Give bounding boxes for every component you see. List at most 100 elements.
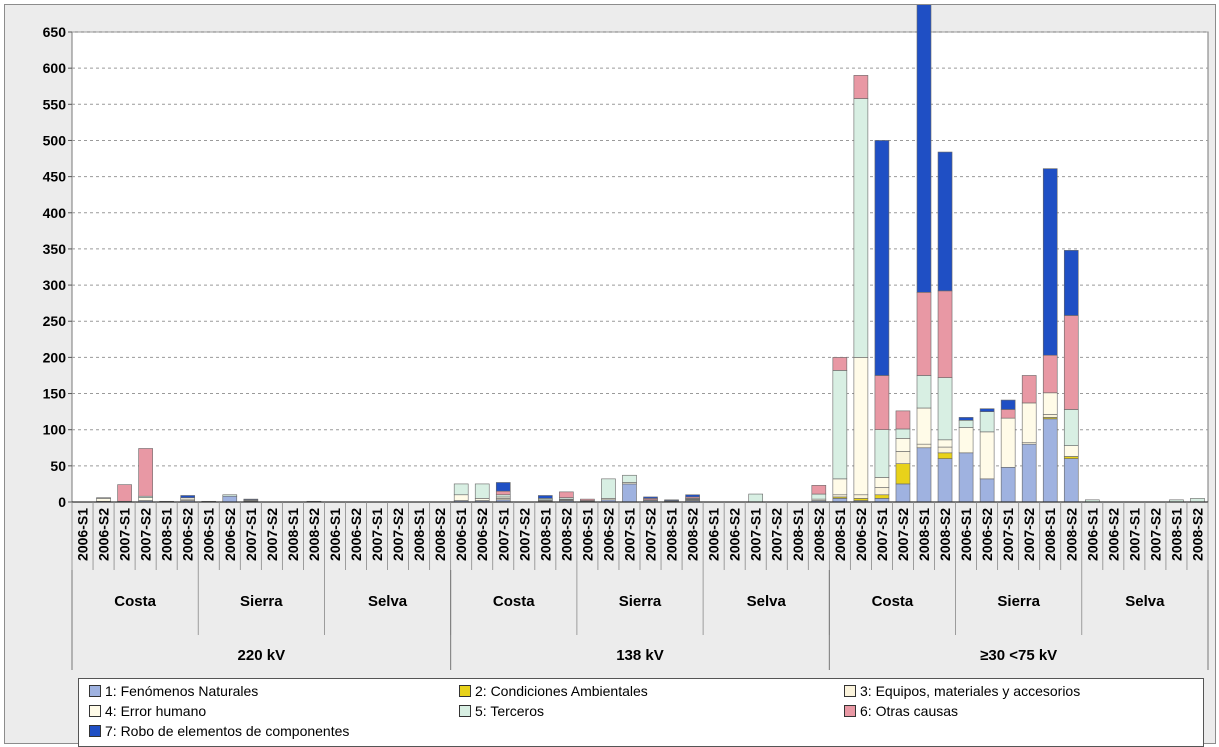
bar-segment (1042, 168, 1058, 356)
bar-segment (1063, 250, 1079, 316)
category-label: 2006-S1 (1084, 508, 1100, 561)
category-label: 2006-S1 (958, 508, 974, 561)
legend-swatch (459, 685, 471, 697)
bar-segment (1000, 409, 1016, 419)
category-label: 2006-S2 (979, 508, 995, 561)
category-label: 2008-S2 (811, 508, 827, 561)
bar-segment (96, 497, 111, 499)
bar-segment (853, 357, 869, 496)
bar-segment (979, 408, 995, 412)
bar-segment (853, 498, 869, 501)
bar-segment (1063, 456, 1079, 459)
legend-swatch (89, 685, 101, 697)
bar-segment (895, 483, 911, 503)
category-label: 2007-S2 (1147, 508, 1163, 561)
category-label: 2007-S1 (621, 508, 637, 561)
y-tick-label: 350 (43, 241, 67, 257)
bar-segment (243, 498, 259, 501)
category-label: 2007-S2 (643, 508, 659, 561)
y-tick-label: 0 (58, 494, 66, 510)
bar-segment (832, 370, 848, 480)
bar-segment (874, 487, 890, 496)
category-label: 2008-S1 (790, 508, 806, 561)
bar-segment (222, 494, 238, 497)
bar-segment (474, 498, 490, 501)
category-label: 2006-S2 (1105, 508, 1121, 561)
plot-area (71, 31, 1209, 503)
category-label: 2007-S1 (1126, 508, 1142, 561)
y-tick-label: 500 (43, 132, 67, 148)
bar-segment (495, 490, 511, 496)
bar-segment (853, 75, 869, 99)
legend-swatch (459, 705, 471, 717)
region-label: Sierra (240, 593, 283, 610)
bar-segment (495, 494, 511, 498)
category-label: 2007-S2 (769, 508, 785, 561)
bar-segment (916, 292, 932, 376)
bar-segment (664, 499, 679, 501)
region-label: Sierra (619, 593, 662, 610)
category-label: 2007-S1 (874, 508, 890, 561)
category-label: 2008-S1 (411, 508, 427, 561)
legend-item: 4: Error humano (89, 701, 206, 721)
category-label: 2008-S2 (306, 508, 322, 561)
category-label: 2007-S2 (390, 508, 406, 561)
legend-item: 5: Terceros (459, 701, 544, 721)
bar-segment (811, 485, 827, 495)
legend-swatch (844, 705, 856, 717)
category-label: 2006-S2 (853, 508, 869, 561)
bar-segment (685, 494, 700, 498)
region-label: Costa (493, 593, 535, 610)
category-label: 2006-S2 (222, 508, 238, 561)
legend-item: 6: Otras causas (844, 701, 958, 721)
legend-swatch (89, 705, 101, 717)
bar-segment (874, 429, 890, 478)
y-tick-label: 450 (43, 169, 67, 185)
legend-label: 2: Condiciones Ambientales (475, 683, 648, 699)
category-label: 2008-S1 (1042, 508, 1058, 561)
category-label: 2006-S2 (96, 508, 112, 561)
bar-segment (1000, 417, 1016, 468)
bar-segment (895, 463, 911, 485)
category-label: 2007-S1 (748, 508, 764, 561)
bar-segment (1063, 458, 1079, 503)
bar-segment (453, 483, 469, 496)
category-label: 2006-S2 (180, 508, 196, 561)
bar-segment (979, 411, 995, 433)
bar-segment (916, 407, 932, 445)
bar-segment (916, 375, 932, 409)
region-label: Selva (1125, 593, 1165, 610)
y-tick-label: 250 (43, 313, 67, 329)
region-label: Selva (747, 593, 787, 610)
voltage-label: 138 kV (616, 647, 664, 664)
bar-segment (979, 431, 995, 480)
category-label: 2007-S2 (516, 508, 532, 561)
category-label: 2007-S1 (117, 508, 133, 561)
legend-item: 2: Condiciones Ambientales (459, 681, 648, 701)
bar-segment (874, 140, 890, 376)
bar-segment (916, 443, 932, 449)
bar-segment (1042, 392, 1058, 415)
region-label: Selva (368, 593, 408, 610)
bar-segment (474, 483, 490, 499)
region-label: Costa (114, 593, 156, 610)
legend-swatch (844, 685, 856, 697)
bar-segment (1042, 418, 1058, 503)
category-label: 2008-S1 (832, 508, 848, 561)
y-tick-label: 600 (43, 60, 67, 76)
bar-segment (495, 482, 511, 492)
bar-segment (895, 438, 911, 452)
category-label: 2007-S2 (895, 508, 911, 561)
category-label: 2006-S1 (706, 508, 722, 561)
category-label: 2007-S2 (138, 508, 154, 561)
voltage-label: 220 kV (238, 647, 286, 664)
bar-segment (1021, 443, 1037, 503)
bar-segment (958, 417, 974, 421)
category-label: 2008-S1 (1168, 508, 1184, 561)
bar-segment (958, 452, 974, 503)
category-label: 2006-S1 (453, 508, 469, 561)
bar-segment (937, 446, 953, 454)
bar-segment (832, 357, 848, 371)
bar-segment (1063, 409, 1079, 446)
chart-frame: 0 50 100 150 200 250 300 350 400 450 500 550 600 650 2… (4, 4, 1216, 747)
